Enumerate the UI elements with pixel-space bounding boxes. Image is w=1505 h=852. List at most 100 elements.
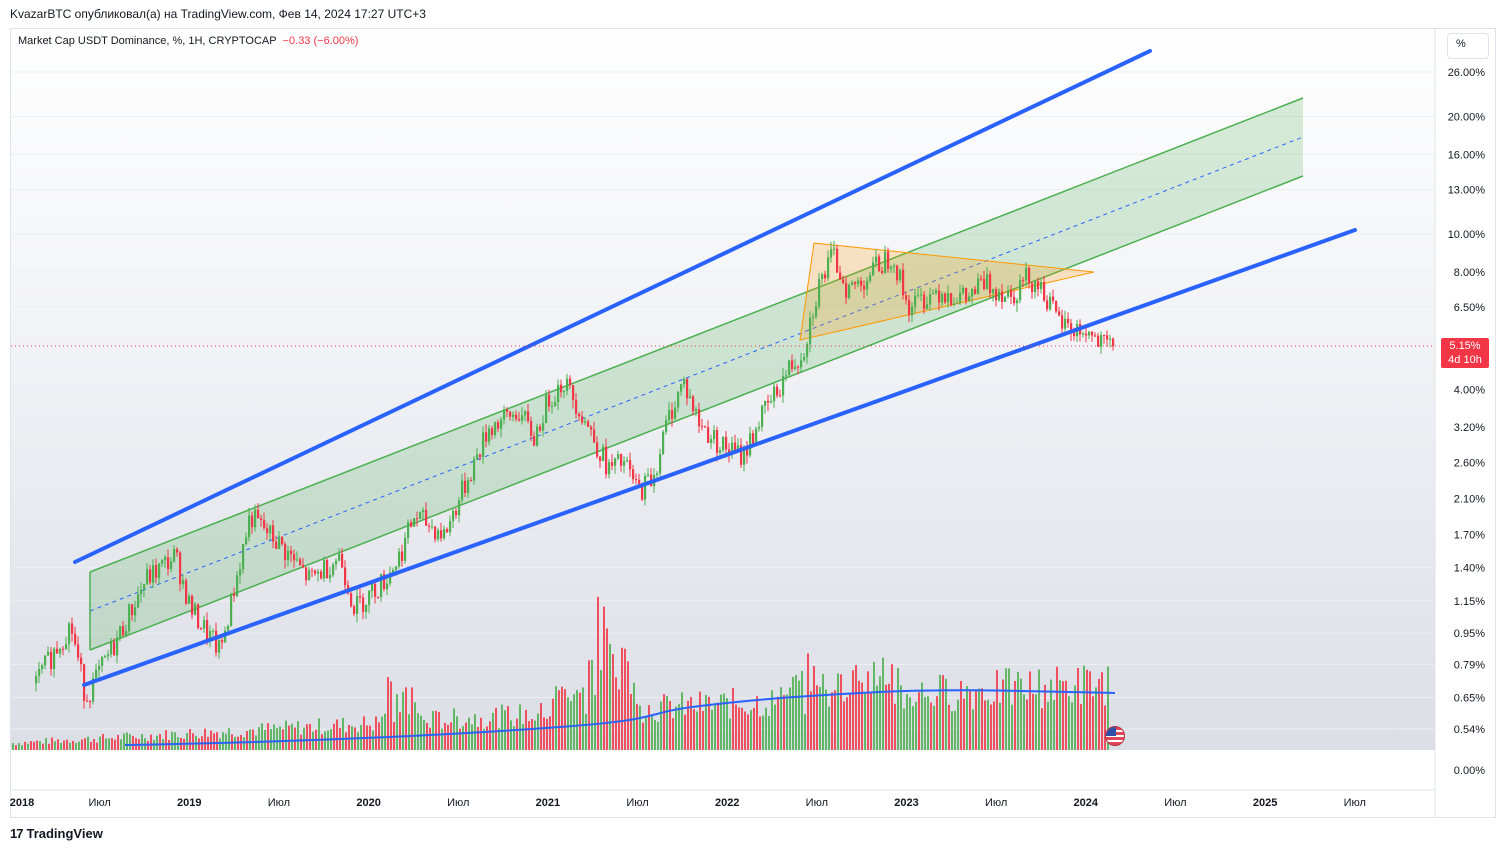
candle-body	[56, 648, 59, 654]
footer-brand[interactable]: 17 TradingView	[10, 826, 103, 841]
candle-body	[599, 456, 602, 461]
volume-bar	[636, 704, 638, 750]
volume-bar	[627, 661, 629, 750]
candle-body	[110, 641, 113, 655]
candle-body	[797, 366, 800, 368]
percent-scale-button[interactable]: %	[1447, 33, 1489, 59]
volume-bar	[171, 731, 173, 750]
volume-bar	[18, 743, 20, 750]
volume-bar	[1008, 668, 1010, 750]
candle-body	[374, 583, 377, 597]
candle-body	[929, 294, 932, 305]
candle-body	[209, 630, 212, 641]
candle-body	[446, 529, 449, 533]
candle-body	[1100, 335, 1103, 347]
volume-bar	[600, 670, 602, 750]
candle-body	[584, 421, 587, 423]
candle-body	[824, 274, 827, 279]
bar-countdown: 4d 10h	[1448, 354, 1482, 366]
candle-body	[1097, 335, 1100, 347]
candle-body	[602, 446, 605, 461]
volume-bar	[273, 724, 275, 750]
volume-bar	[1107, 666, 1109, 750]
lower-pane	[11, 750, 1435, 817]
volume-bar	[447, 724, 449, 750]
volume-bar	[126, 732, 128, 750]
candle-body	[107, 654, 110, 657]
volume-bar	[78, 741, 80, 750]
volume-bar	[930, 702, 932, 750]
volume-bar	[45, 738, 47, 750]
candle-body	[1049, 296, 1052, 310]
candle-body	[458, 500, 461, 516]
candle-body	[455, 510, 458, 516]
candle-body	[611, 462, 614, 466]
volume-bar	[753, 707, 755, 750]
candle-body	[215, 630, 218, 653]
volume-bar	[1041, 708, 1043, 750]
volume-bar	[309, 723, 311, 750]
volume-bar	[534, 720, 536, 750]
volume-bar	[816, 685, 818, 750]
volume-bar	[1029, 671, 1031, 750]
us-flag-icon[interactable]	[1105, 726, 1125, 746]
volume-bar	[765, 707, 767, 750]
volume-bar	[747, 714, 749, 750]
candle-body	[785, 375, 788, 377]
volume-bar	[285, 720, 287, 750]
y-tick-label: 13.00%	[1448, 185, 1486, 197]
candle-body	[440, 530, 443, 539]
candle-body	[554, 402, 557, 406]
volume-bar	[909, 697, 911, 750]
candle-body	[806, 344, 809, 357]
candle-body	[758, 426, 761, 429]
volume-bar	[954, 710, 956, 750]
volume-bar	[936, 696, 938, 750]
candle-body	[683, 378, 686, 385]
candle-body	[761, 405, 764, 427]
volume-bar	[186, 733, 188, 750]
candle-body	[659, 454, 662, 474]
candle-body	[968, 296, 971, 301]
volume-bar	[819, 687, 821, 750]
volume-bar	[480, 717, 482, 750]
volume-bar	[120, 739, 122, 750]
volume-bar	[321, 734, 323, 750]
volume-bar	[1023, 694, 1025, 750]
candle-body	[773, 386, 776, 402]
volume-bar	[813, 665, 815, 750]
candle-body	[80, 657, 83, 665]
candle-body	[935, 290, 938, 293]
volume-bar	[984, 700, 986, 750]
volume-bar	[681, 692, 683, 750]
candle-body	[296, 559, 299, 561]
volume-bar	[858, 680, 860, 750]
volume-bar	[981, 688, 983, 750]
candle-body	[1067, 318, 1070, 324]
candle-body	[86, 700, 89, 702]
candle-body	[287, 550, 290, 561]
symbol-legend[interactable]: Market Cap USDT Dominance, %, 1H, CRYPTO…	[18, 35, 358, 47]
volume-bar	[768, 715, 770, 750]
candle-body	[545, 394, 548, 424]
volume-bar	[801, 670, 803, 750]
volume-bar	[270, 728, 272, 750]
candle-body	[290, 550, 293, 555]
volume-bar	[1005, 668, 1007, 750]
volume-bar	[975, 690, 977, 750]
volume-bar	[873, 661, 875, 750]
candle-body	[629, 460, 632, 470]
volume-bar	[1095, 687, 1097, 750]
candle-body	[734, 442, 737, 451]
volume-bar	[111, 738, 113, 750]
volume-bar	[987, 699, 989, 750]
volume-bar	[855, 665, 857, 750]
candle-body	[443, 529, 446, 539]
volume-bar	[903, 708, 905, 750]
volume-bar	[555, 686, 557, 750]
volume-bar	[759, 716, 761, 750]
chart-frame[interactable]	[10, 28, 1496, 818]
candle-body	[335, 560, 338, 565]
volume-bar	[939, 674, 941, 750]
